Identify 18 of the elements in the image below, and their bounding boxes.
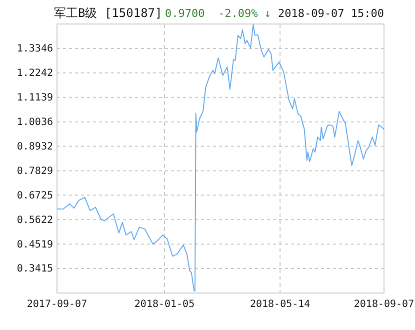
chart-title: 军工B级 [150187] [54,6,162,20]
x-tick-label: 2018-01-05 [134,299,195,310]
y-tick-label: 1.2242 [16,68,53,80]
x-tick-label: 2017-09-07 [26,299,88,310]
y-tick-label: 0.3415 [16,264,53,275]
chart-subtitle: 0.9700 -2.09% ↓ [165,7,271,20]
x-tick-label: 2018-05-14 [250,299,310,310]
text: 2018-09-07 15:00 [278,7,384,20]
y-tick-label: 0.8932 [16,141,53,152]
y-tick-label: 0.4519 [16,239,53,250]
y-tick-label: 1.0036 [16,117,53,128]
y-tick-label: 0.7829 [16,166,53,177]
y-tick-label: 0.6725 [16,190,53,202]
y-tick-label: 1.3346 [16,44,53,55]
x-tick-label: 2018-09-07 [354,299,414,310]
y-tick-label: 1.1139 [16,92,53,104]
line-series [56,24,384,292]
y-tick-label: 0.5622 [16,214,53,226]
